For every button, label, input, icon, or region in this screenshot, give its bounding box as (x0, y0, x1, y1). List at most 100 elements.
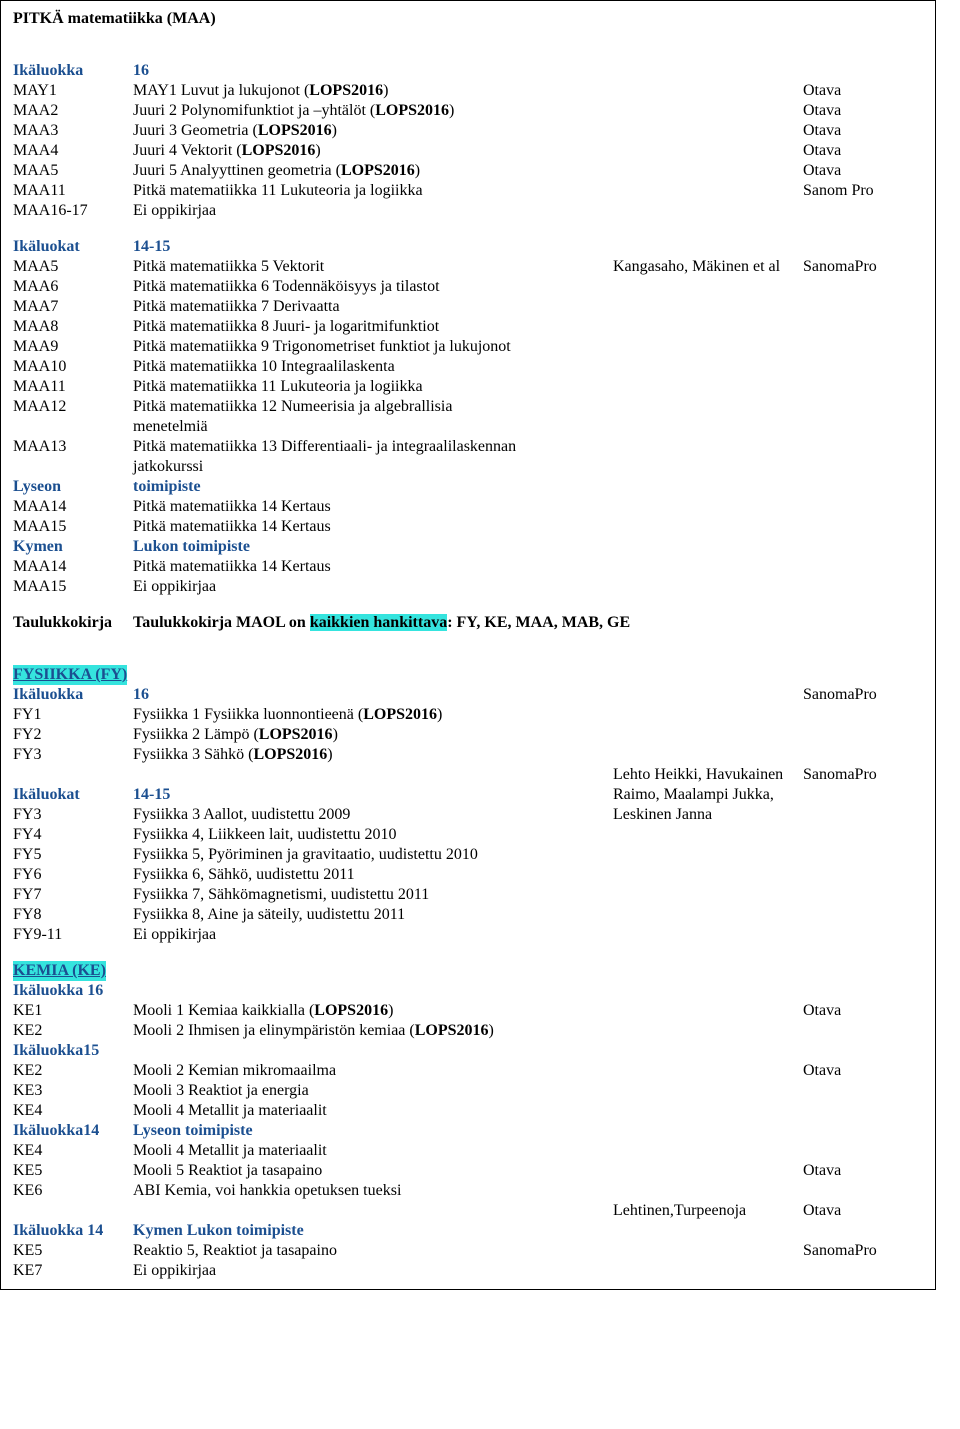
course-desc: Mooli 4 Metallit ja materiaalit (133, 1101, 613, 1121)
table-row: KE3Mooli 3 Reaktiot ja energia (13, 1081, 923, 1101)
table-row: KE1Mooli 1 Kemiaa kaikkialla (LOPS2016)O… (13, 1001, 923, 1021)
course-desc: Pitkä matematiikka 8 Juuri- ja logaritmi… (133, 317, 613, 337)
taulukkokirja-label: Taulukkokirja (13, 613, 133, 633)
course-desc: Ei oppikirjaa (133, 925, 613, 945)
table-row: KE2Mooli 2 Ihmisen ja elinympäristön kem… (13, 1021, 923, 1041)
course-publisher (803, 705, 923, 725)
course-code: MAY1 (13, 81, 133, 101)
course-desc: Pitkä matematiikka 12 Numeerisia ja alge… (133, 397, 613, 417)
course-publisher (803, 417, 923, 437)
course-desc: Pitkä matematiikka 14 Kertaus (133, 497, 613, 517)
course-code: MAA3 (13, 121, 133, 141)
course-publisher (803, 865, 923, 885)
table-row: MAA6Pitkä matematiikka 6 Todennäköisyys … (13, 277, 923, 297)
course-code: MAA16-17 (13, 201, 133, 221)
table-row: MAA4Juuri 4 Vektorit (LOPS2016)Otava (13, 141, 923, 161)
course-publisher (803, 517, 923, 537)
course-code: FY4 (13, 825, 133, 845)
table-row: FY2Fysiikka 2 Lämpö (LOPS2016) (13, 725, 923, 745)
course-desc: Pitkä matematiikka 14 Kertaus (133, 517, 613, 537)
course-author: Leskinen Janna (613, 805, 803, 825)
course-code: KE4 (13, 1101, 133, 1121)
course-publisher (803, 745, 923, 765)
course-desc: Mooli 2 Kemian mikromaailma (133, 1061, 613, 1081)
course-publisher (803, 497, 923, 517)
course-publisher: SanomaPro (803, 765, 923, 785)
course-publisher (803, 377, 923, 397)
course-publisher (803, 1261, 923, 1281)
course-author: Kangasaho, Mäkinen et al (613, 257, 803, 277)
course-publisher (803, 297, 923, 317)
course-publisher (803, 397, 923, 417)
course-code: FY6 (13, 865, 133, 885)
course-desc: Fysiikka 2 Lämpö (LOPS2016) (133, 725, 613, 745)
course-code: FY5 (13, 845, 133, 865)
table-row: MAA15Ei oppikirjaa (13, 577, 923, 597)
course-code: MAA15 (13, 577, 133, 597)
course-author: Lehtinen,Turpeenoja (613, 1201, 803, 1221)
course-publisher: SanomaPro (803, 685, 923, 705)
group-value: Lukon toimipiste (133, 537, 613, 557)
course-code: KE7 (13, 1261, 133, 1281)
course-desc: Pitkä matematiikka 10 Integraalilaskenta (133, 357, 613, 377)
course-publisher (803, 885, 923, 905)
table-row: MAA2Juuri 2 Polynomifunktiot ja –yhtälöt… (13, 101, 923, 121)
course-desc: Pitkä matematiikka 6 Todennäköisyys ja t… (133, 277, 613, 297)
course-publisher (803, 1181, 923, 1201)
course-code: MAA11 (13, 377, 133, 397)
table-row: MAA8Pitkä matematiikka 8 Juuri- ja logar… (13, 317, 923, 337)
table-row: MAA5 Pitkä matematiikka 5 Vektorit Kanga… (13, 257, 923, 277)
course-code: MAA11 (13, 181, 133, 201)
table-row: MAA12Pitkä matematiikka 12 Numeerisia ja… (13, 397, 923, 417)
table-row: FY5Fysiikka 5, Pyöriminen ja gravitaatio… (13, 845, 923, 865)
course-publisher (803, 845, 923, 865)
course-desc: Mooli 5 Reaktiot ja tasapaino (133, 1161, 613, 1181)
course-code: MAA6 (13, 277, 133, 297)
table-row: MAY1MAY1 Luvut ja lukujonot (LOPS2016)Ot… (13, 81, 923, 101)
course-publisher (803, 1081, 923, 1101)
table-row: MAA3Juuri 3 Geometria (LOPS2016)Otava (13, 121, 923, 141)
section-title-fy: FYSIIKKA (FY) (13, 665, 127, 685)
course-desc: Juuri 5 Analyyttinen geometria (LOPS2016… (133, 161, 613, 181)
course-code: FY1 (13, 705, 133, 725)
table-row: MAA14Pitkä matematiikka 14 Kertaus (13, 557, 923, 577)
table-row: FY6Fysiikka 6, Sähkö, uudistettu 2011 (13, 865, 923, 885)
table-row: KE6ABI Kemia, voi hankkia opetuksen tuek… (13, 1181, 923, 1201)
table-row: MAA7Pitkä matematiikka 7 Derivaatta (13, 297, 923, 317)
course-author: Raimo, Maalampi Jukka, (613, 785, 803, 805)
course-code: MAA9 (13, 337, 133, 357)
course-desc: Mooli 3 Reaktiot ja energia (133, 1081, 613, 1101)
course-publisher: Otava (803, 81, 923, 101)
course-publisher (803, 357, 923, 377)
course-desc: Ei oppikirjaa (133, 201, 613, 221)
group-value: 16 (133, 685, 613, 705)
course-desc: Fysiikka 1 Fysiikka luonnontieenä (LOPS2… (133, 705, 613, 725)
group-value: toimipiste (133, 477, 613, 497)
course-publisher (803, 557, 923, 577)
course-desc: Fysiikka 7, Sähkömagnetismi, uudistettu … (133, 885, 613, 905)
course-publisher (803, 1141, 923, 1161)
course-code: FY9-11 (13, 925, 133, 945)
course-publisher (803, 437, 923, 457)
course-code: MAA7 (13, 297, 133, 317)
course-desc: Juuri 3 Geometria (LOPS2016) (133, 121, 613, 141)
course-code: KE2 (13, 1061, 133, 1081)
course-code: MAA10 (13, 357, 133, 377)
table-row: MAA11Pitkä matematiikka 11 Lukuteoria ja… (13, 377, 923, 397)
group-value: Lyseon toimipiste (133, 1121, 613, 1141)
course-code: MAA2 (13, 101, 133, 121)
course-code: MAA5 (13, 161, 133, 181)
course-publisher: SanomaPro (803, 1241, 923, 1261)
table-row: MAA9Pitkä matematiikka 9 Trigonometriset… (13, 337, 923, 357)
course-desc: Pitkä matematiikka 11 Lukuteoria ja logi… (133, 377, 613, 397)
course-publisher (803, 457, 923, 477)
course-code (13, 417, 133, 437)
course-publisher (803, 1021, 923, 1041)
course-publisher (803, 825, 923, 845)
table-row: MAA14Pitkä matematiikka 14 Kertaus (13, 497, 923, 517)
course-code: KE5 (13, 1241, 133, 1261)
course-desc: Fysiikka 5, Pyöriminen ja gravitaatio, u… (133, 845, 613, 865)
table-row: KE2Mooli 2 Kemian mikromaailmaOtava (13, 1061, 923, 1081)
taulukkokirja-text: Taulukkokirja MAOL on kaikkien hankittav… (133, 613, 803, 633)
table-row: KE4Mooli 4 Metallit ja materiaalit (13, 1141, 923, 1161)
